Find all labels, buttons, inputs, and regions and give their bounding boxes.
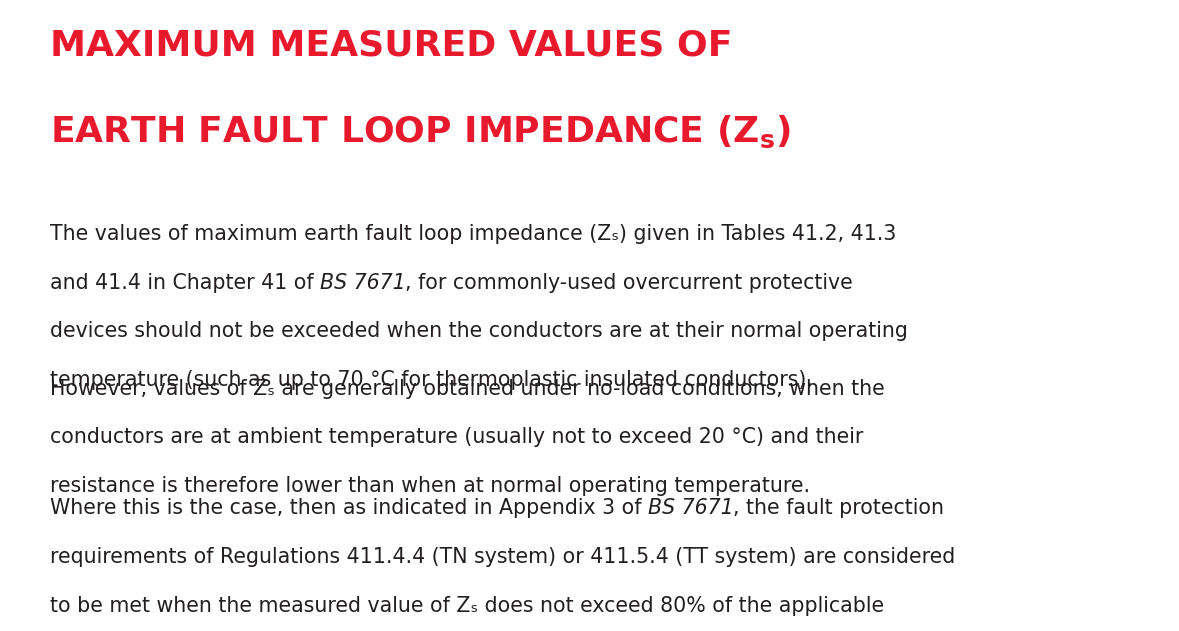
Text: Where this is the case, then as indicated in Appendix 3 of: Where this is the case, then as indicate… xyxy=(50,498,647,519)
Text: EARTH FAULT LOOP IMPEDANCE (Z$_\mathbf{s}$): EARTH FAULT LOOP IMPEDANCE (Z$_\mathbf{s… xyxy=(50,114,790,150)
Text: MAXIMUM MEASURED VALUES OF: MAXIMUM MEASURED VALUES OF xyxy=(50,28,732,62)
Text: devices should not be exceeded when the conductors are at their normal operating: devices should not be exceeded when the … xyxy=(50,321,908,341)
Text: However, values of Zₛ are generally obtained under no-load conditions, when the: However, values of Zₛ are generally obta… xyxy=(50,379,884,399)
Text: resistance is therefore lower than when at normal operating temperature.: resistance is therefore lower than when … xyxy=(50,476,810,496)
Text: and 41.4 in Chapter 41 of: and 41.4 in Chapter 41 of xyxy=(50,273,320,293)
Text: BS 7671: BS 7671 xyxy=(647,498,733,519)
Text: requirements of Regulations 411.4.4 (TN system) or 411.5.4 (TT system) are consi: requirements of Regulations 411.4.4 (TN … xyxy=(50,547,955,567)
Text: , for commonly-used overcurrent protective: , for commonly-used overcurrent protecti… xyxy=(406,273,854,293)
Text: The values of maximum earth fault loop impedance (Zₛ) given in Tables 41.2, 41.3: The values of maximum earth fault loop i… xyxy=(50,224,896,244)
Text: , the fault protection: , the fault protection xyxy=(733,498,944,519)
Text: BS 7671: BS 7671 xyxy=(320,273,406,293)
Text: conductors are at ambient temperature (usually not to exceed 20 °C) and their: conductors are at ambient temperature (u… xyxy=(50,427,863,447)
Text: to be met when the measured value of Zₛ does not exceed 80% of the applicable: to be met when the measured value of Zₛ … xyxy=(50,596,883,616)
Text: temperature (such as up to 70 °C for thermoplastic insulated conductors).: temperature (such as up to 70 °C for the… xyxy=(50,370,812,390)
